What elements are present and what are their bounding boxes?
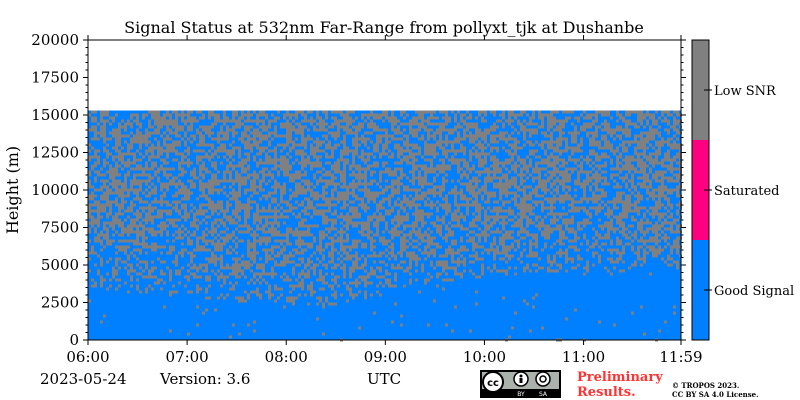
y-tick-label: 15000 [31, 106, 79, 124]
x-tick-label: 10:00 [463, 348, 506, 366]
y-axis-ticks: 0 2500 5000 7500 10000 12500 15000 17500 20000 [31, 31, 686, 349]
low-snr-cells [88, 110, 682, 342]
x-axis-label: UTC [367, 370, 401, 388]
chart-title: Signal Status at 532nm Far-Range from po… [124, 18, 644, 37]
plot-area [87, 39, 682, 342]
sa-share-icon [535, 371, 551, 387]
cc-icon [482, 371, 504, 393]
colorbar-label: Saturated [714, 184, 779, 199]
colorbar-frame [691, 39, 710, 341]
by-person-head [519, 374, 523, 378]
y-tick-label: 7500 [41, 219, 79, 237]
colorbar-segment [692, 240, 709, 340]
y-tick-label: 20000 [31, 31, 79, 49]
x-axis-ticks: 06:00 07:00 08:00 09:00 10:00 11:00 11:59 [66, 35, 703, 366]
colorbar-label: Good Signal [714, 284, 794, 299]
colorbar-segment [692, 40, 709, 140]
cc-sa-label: SA [539, 391, 548, 398]
x-tick-label: 11:00 [562, 348, 605, 366]
sa-share-arc [539, 375, 547, 383]
copyright-line1: © TROPOS 2023. [672, 381, 739, 390]
cc-by-label: BY [517, 391, 525, 398]
y-tick-label: 0 [69, 331, 79, 349]
footer-version: Version: 3.6 [159, 370, 250, 388]
preliminary-label: Preliminary [577, 370, 663, 385]
colorbar-label: Low SNR [714, 84, 777, 99]
y-tick-label: 10000 [31, 181, 79, 199]
cc-license-logo: cc BY SA [480, 370, 561, 398]
x-tick-label: 08:00 [265, 348, 308, 366]
by-person-body [519, 378, 523, 383]
y-tick-label: 5000 [41, 256, 79, 274]
y-axis-label: Height (m) [3, 146, 22, 234]
colorbar: Good Signal Saturated Low SNR [691, 39, 794, 341]
heatmap-cells [88, 110, 682, 342]
cc-icon-glyph: cc [487, 378, 499, 389]
footer-date: 2023-05-24 [40, 370, 126, 388]
copyright-line2: CC BY SA 4.0 License. [672, 390, 759, 399]
colorbar-segment [692, 140, 709, 240]
y-tick-label: 2500 [41, 294, 79, 312]
results-label: Results. [577, 385, 636, 400]
x-tick-label: 07:00 [165, 348, 208, 366]
x-tick-label: 09:00 [364, 348, 407, 366]
y-tick-label: 12500 [31, 144, 79, 162]
x-tick-label: 11:59 [659, 348, 702, 366]
x-tick-label: 06:00 [66, 348, 109, 366]
y-tick-label: 17500 [31, 69, 79, 87]
